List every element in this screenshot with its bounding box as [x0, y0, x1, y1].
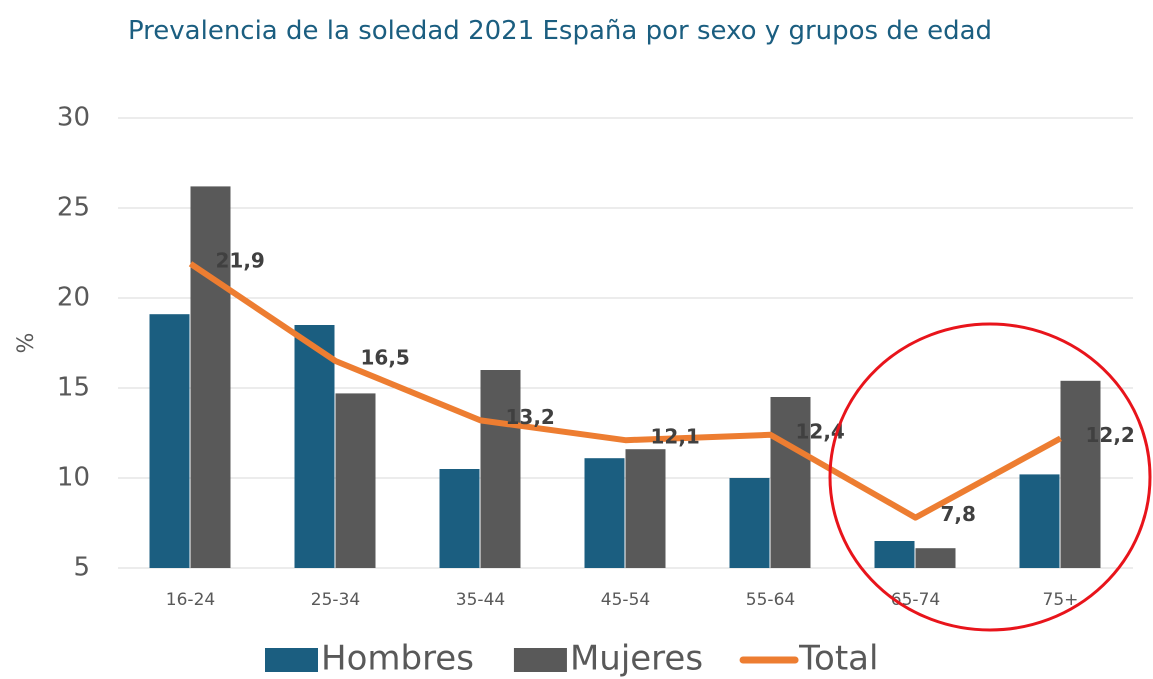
- y-axis-label: %: [14, 333, 39, 354]
- line: [188, 261, 1062, 521]
- x-tick-label: 25-34: [311, 590, 360, 610]
- bar: [1060, 380, 1101, 568]
- bar: [625, 449, 666, 568]
- x-tick-label: 16-24: [166, 590, 215, 610]
- chart-title: Prevalencia de la soledad 2021 España po…: [127, 16, 993, 46]
- x-tick-label: 75+: [1043, 590, 1079, 610]
- legend-label: Total: [798, 639, 878, 679]
- data-label: 21,9: [216, 248, 265, 272]
- y-tick-label: 20: [57, 283, 90, 313]
- y-tick-label: 5: [73, 553, 90, 583]
- y-tick-label: 25: [57, 193, 90, 223]
- x-tick-label: 45-54: [601, 590, 650, 610]
- legend-swatch: [265, 648, 318, 672]
- legend-label: Mujeres: [570, 639, 703, 679]
- legend-label: Hombres: [321, 639, 474, 679]
- x-tick-label: 55-64: [746, 590, 795, 610]
- x-tick-label: 35-44: [456, 590, 505, 610]
- bar: [294, 325, 335, 568]
- bar: [874, 541, 915, 568]
- x-tick-label: 65-74: [891, 590, 940, 610]
- data-label: 12,2: [1086, 423, 1135, 447]
- y-tick-label: 10: [57, 463, 90, 493]
- highlight-circle: [828, 322, 1152, 632]
- bar: [335, 393, 376, 568]
- data-label: 16,5: [361, 346, 410, 370]
- bar: [1019, 474, 1060, 568]
- bar: [480, 370, 521, 568]
- bar: [149, 314, 190, 568]
- bar: [770, 397, 811, 568]
- bar: [584, 458, 625, 568]
- bar: [190, 186, 231, 568]
- bar: [915, 548, 956, 568]
- data-label: 13,2: [506, 405, 555, 429]
- y-tick-label: 15: [57, 373, 90, 403]
- y-tick-label: 30: [57, 103, 90, 133]
- data-label: 7,8: [941, 502, 976, 526]
- data-label: 12,1: [651, 425, 700, 449]
- legend-swatch: [513, 648, 567, 672]
- bar: [439, 469, 480, 568]
- bar: [729, 478, 770, 568]
